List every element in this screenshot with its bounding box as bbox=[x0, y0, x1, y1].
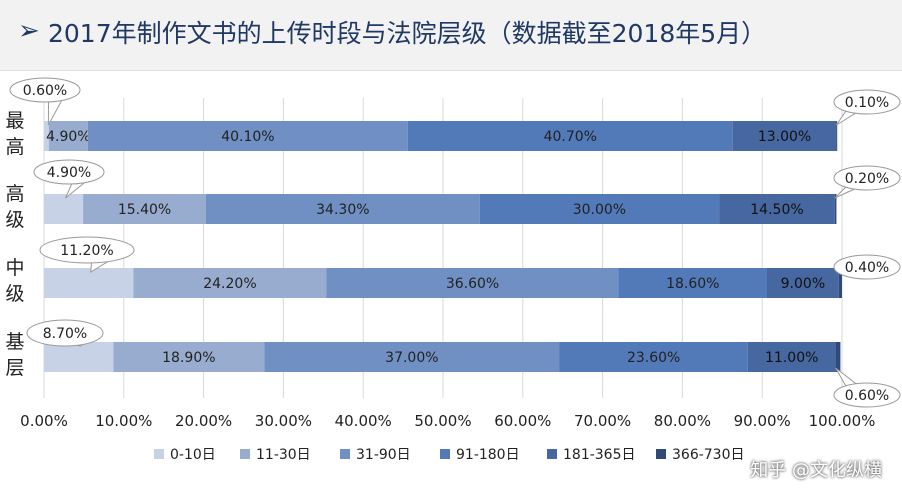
bar-segment bbox=[264, 342, 560, 372]
callout-bubble bbox=[833, 165, 901, 191]
callout-bubble bbox=[9, 77, 81, 103]
bar-segment bbox=[407, 121, 733, 151]
bar-segment bbox=[326, 268, 619, 298]
callout-bubble bbox=[39, 236, 135, 264]
data-label: 8.70% bbox=[43, 326, 87, 342]
data-label: 13.00% bbox=[758, 129, 811, 145]
data-label: 18.90% bbox=[162, 350, 215, 366]
category-label: 级 bbox=[5, 209, 24, 231]
callout-bubble bbox=[26, 319, 104, 347]
data-label: 9.00% bbox=[781, 276, 825, 292]
x-tick-label: 90.00% bbox=[734, 412, 791, 430]
x-tick-label: 60.00% bbox=[494, 412, 551, 430]
x-tick-label: 30.00% bbox=[255, 412, 312, 430]
data-label: 0.40% bbox=[845, 260, 889, 276]
category-label: 基 bbox=[5, 331, 24, 353]
legend-label: 366-730日 bbox=[672, 447, 745, 463]
bar-segment bbox=[44, 268, 134, 298]
legend-label: 181-365日 bbox=[563, 447, 636, 463]
data-label: 23.60% bbox=[627, 350, 680, 366]
bar-segment bbox=[48, 121, 88, 151]
legend-swatch bbox=[154, 449, 164, 459]
category-label: 高 bbox=[5, 136, 24, 158]
category-label: 中 bbox=[5, 257, 24, 279]
bar-segment bbox=[479, 194, 720, 224]
bar-segment bbox=[618, 268, 767, 298]
callout-bubble bbox=[33, 159, 105, 185]
category-label: 最 bbox=[5, 110, 24, 132]
callout-bubble bbox=[833, 89, 901, 115]
bar-segment bbox=[44, 342, 114, 372]
data-label: 34.30% bbox=[316, 202, 369, 218]
chart-title: 2017年制作文书的上传时段与法院层级（数据截至2018年5月） bbox=[48, 19, 767, 48]
x-tick-label: 0.00% bbox=[20, 412, 68, 430]
callout-bubble bbox=[833, 254, 901, 280]
callout-bubble bbox=[833, 382, 901, 408]
x-tick-label: 80.00% bbox=[654, 412, 711, 430]
category-label: 高 bbox=[5, 183, 24, 205]
data-label: 30.00% bbox=[573, 202, 626, 218]
arrow-bullet-icon: ➢ bbox=[18, 16, 40, 46]
legend-label: 11-30日 bbox=[256, 447, 311, 463]
data-label: 11.00% bbox=[765, 350, 818, 366]
legend-label: 0-10日 bbox=[170, 447, 216, 463]
x-tick-label: 70.00% bbox=[574, 412, 631, 430]
data-label: 18.60% bbox=[666, 276, 719, 292]
data-label: 0.60% bbox=[23, 83, 67, 99]
data-label: 24.20% bbox=[203, 276, 256, 292]
category-label: 级 bbox=[5, 283, 24, 305]
bar-segment bbox=[835, 342, 841, 372]
x-tick-label: 100.00% bbox=[809, 412, 876, 430]
x-tick-label: 40.00% bbox=[335, 412, 392, 430]
legend-swatch bbox=[240, 449, 250, 459]
bar-segment bbox=[836, 121, 838, 151]
watermark: 知乎 @文化纵横 bbox=[750, 460, 882, 481]
data-label: 4.90% bbox=[46, 129, 90, 145]
legend-swatch bbox=[547, 449, 557, 459]
data-label: 0.60% bbox=[845, 388, 889, 404]
bar-segment bbox=[838, 268, 842, 298]
data-label: 36.60% bbox=[446, 276, 499, 292]
x-tick-label: 10.00% bbox=[95, 412, 152, 430]
legend-swatch bbox=[340, 449, 350, 459]
bar-segment bbox=[766, 268, 839, 298]
bar-segment bbox=[205, 194, 480, 224]
bar-segment bbox=[113, 342, 265, 372]
data-label: 40.10% bbox=[221, 129, 274, 145]
x-tick-label: 20.00% bbox=[175, 412, 232, 430]
data-label: 11.20% bbox=[60, 243, 113, 259]
bar-segment bbox=[834, 194, 837, 224]
legend-swatch bbox=[440, 449, 450, 459]
x-tick-label: 50.00% bbox=[414, 412, 471, 430]
bar-segment bbox=[747, 342, 836, 372]
bar-segment bbox=[44, 121, 49, 151]
legend-swatch bbox=[656, 449, 666, 459]
data-label: 37.00% bbox=[385, 350, 438, 366]
bar-segment bbox=[732, 121, 837, 151]
bar-segment bbox=[133, 268, 327, 298]
bar-segment bbox=[83, 194, 206, 224]
data-label: 0.20% bbox=[845, 171, 889, 187]
category-label: 层 bbox=[5, 357, 24, 379]
data-label: 15.40% bbox=[118, 202, 171, 218]
bar-segment bbox=[719, 194, 835, 224]
legend-label: 91-180日 bbox=[456, 447, 520, 463]
bar-segment bbox=[87, 121, 408, 151]
bar-segment bbox=[44, 194, 84, 224]
title-bar: ➢ 2017年制作文书的上传时段与法院层级（数据截至2018年5月） bbox=[0, 0, 902, 71]
data-label: 4.90% bbox=[47, 165, 91, 181]
bar-segment bbox=[559, 342, 748, 372]
data-label: 0.10% bbox=[845, 95, 889, 111]
legend-label: 31-90日 bbox=[356, 447, 411, 463]
data-label: 40.70% bbox=[544, 129, 597, 145]
data-label: 14.50% bbox=[750, 202, 803, 218]
